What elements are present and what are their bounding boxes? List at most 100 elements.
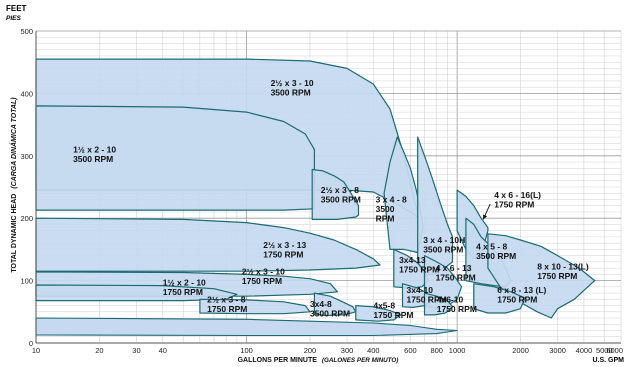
chart-axes: 0 100 200 300 400 500 10 20 30 40 100 200 300 400 600 8… [20,27,623,355]
pump-region-1 [35,105,315,211]
pump-label-line: 2½ x 3 - 8 [321,185,360,195]
pump-label-6: 4 x 6 - 16(L) 1750 RPM [494,190,541,210]
pump-region-16 [355,305,402,322]
x-tick-label: 30 [132,346,140,355]
x-tick-label: 200 [304,346,317,355]
pump-label-7: 4 x 5 - 8 3500 RPM [476,241,516,261]
x-tick-label: 20 [95,346,103,355]
x-tick-label: 2000 [512,346,529,355]
pump-label-line: 3x4-8 [310,299,332,309]
pump-region-18 [473,283,526,314]
x-tick-label: 10 [32,346,40,355]
pump-label-0: 2½ x 3 - 10 3500 RPM [271,78,314,98]
pump-label-16: 4x5-8 1750 RPM [373,301,413,321]
pump-label-2: 2½ x 3 - 13 1750 RPM [263,240,306,259]
pump-label-line: 3500 RPM [476,251,516,261]
x-tick-label: 800 [430,346,443,355]
pump-label-18: 6 x 8 - 13 (L) 1750 RPM [497,285,546,305]
pump-label-line: 3500 RPM [271,87,311,97]
annotation-arrow-head [483,214,488,220]
pump-region-low-band [35,317,458,337]
pump-label-3: 2½ x 3 - 8 3500 RPM [321,185,361,205]
pump-label-line: 1750 RPM [537,271,577,281]
pump-label-line: 1750 RPM [497,295,537,305]
pump-region-17 [423,292,454,316]
pump-label-11: 2½ x 3 - 8 1750 RPM [207,294,247,314]
pump-label-line: 3 x 4 - 10H [423,235,465,245]
pump-label-4: 3 x 4 - 8 3500 RPM [376,195,407,224]
pump-label-line: 4 x 5 - 8 [476,241,507,251]
x-tick-label: 400 [367,346,380,355]
pump-label-line: 3x4-13 [399,255,426,265]
pump-label-line: 3x4-10 [407,285,434,295]
pump-regions [35,58,596,337]
y-tick-label: 100 [20,277,33,286]
pump-label-line: 1½ x 2 - 10 [73,145,116,155]
pump-label-line: 1750 RPM [494,200,534,210]
pump-label-line: 1750 RPM [373,310,413,320]
pump-region-3 [311,168,360,220]
x-tick-label: 100 [240,346,253,355]
pump-label-15: 3x4-10 1750 RPM [407,285,447,305]
pump-label-line: 3 x 4 - 8 [376,195,407,205]
pump-label-line: 8 x 10 - 13(L) [537,261,589,271]
x-unit-label: U.S. GPM [592,357,624,364]
y-unit-label-spanish: PIES [6,15,21,22]
pump-label-line: 3500 RPM [321,195,361,205]
x-tick-label: 4000 [576,346,593,355]
pump-label-10: 1½ x 2 - 10 1750 RPM [163,278,206,298]
x-axis-title-es: (GALONES PER MINUTO) [322,357,399,364]
pump-label-line: 3500 RPM [73,154,113,164]
pump-label-1: 1½ x 2 - 10 3500 RPM [73,145,116,165]
y-tick-label: 200 [20,214,33,223]
y-tick-label: 300 [20,152,33,161]
pump-region-11 [199,298,311,315]
pump-label-line: 2½ x 3 - 13 [263,240,306,250]
pump-label-line: 6 x 8 - 13 (L) [497,285,546,295]
pump-label-line: 3500 RPM [310,308,350,318]
pump-label-14: 4 x 6 - 13 1750 RPM [436,263,476,283]
x-axis-title: GALLONS PER MINUTE (GALONES PER MINUTO) [238,357,399,364]
pump-label-line: 4 x 6 - 13 [436,263,472,273]
y-axis-title: TOTAL DYNAMIC HEAD (CARGA DINÁMICA TOTAL… [9,97,18,273]
y-axis-title-es: (CARGA DINÁMICA TOTAL) [9,97,18,189]
pump-label-line: 1750 RPM [436,273,476,283]
pump-label-line: 2½ x 3 - 8 [207,294,246,304]
pump-label-line: 4x6-10 [437,294,464,304]
pump-label-line: 1750 RPM [399,265,439,275]
x-tick-label: 3000 [549,346,566,355]
pump-label-17: 4x6-10 1750 RPM [437,294,477,314]
pump-label-8: 8 x 10 - 13(L) 1750 RPM [537,261,589,281]
pump-label-line: 4x5-8 [373,301,395,311]
x-tick-label: 1000 [449,346,466,355]
y-unit-label: FEET [6,4,27,13]
pump-label-12: 3x4-8 3500 RPM [310,299,350,319]
pump-label-5: 3 x 4 - 10H 3500 RPM [423,235,465,255]
x-tick-label: 600 [404,346,417,355]
pump-label-line: 3500 [376,204,395,214]
x-tick-label: 6000 [606,346,623,355]
pump-label-line: 1750 RPM [437,304,477,314]
pump-label-line: 1750 RPM [207,304,247,314]
pump-label-13: 3x4-13 1750 RPM [399,255,439,275]
pump-label-line: 2½ x 3 - 10 [242,266,285,276]
pump-label-9: 2½ x 3 - 10 1750 RPM [242,266,285,286]
x-tick-label: 5000 [596,346,613,355]
pump-label-line: RPM [376,214,395,224]
pump-label-line: 3500 RPM [423,245,463,255]
y-tick-label: 0 [29,339,33,348]
y-axis-title-en: TOTAL DYNAMIC HEAD [11,194,18,273]
pump-label-line: 1½ x 2 - 10 [163,278,206,288]
pump-label-line: 1750 RPM [163,287,203,297]
pump-label-line: 2½ x 3 - 10 [271,78,314,88]
pump-region-10 [35,284,238,302]
y-tick-label: 400 [20,89,33,98]
x-tick-label: 300 [341,346,354,355]
pump-label-line: 4 x 6 - 16(L) [494,190,541,200]
y-tick-label: 500 [20,27,33,36]
pump-label-line: 1750 RPM [407,295,447,305]
pump-region-2 [35,217,381,272]
x-tick-label: 40 [159,346,167,355]
